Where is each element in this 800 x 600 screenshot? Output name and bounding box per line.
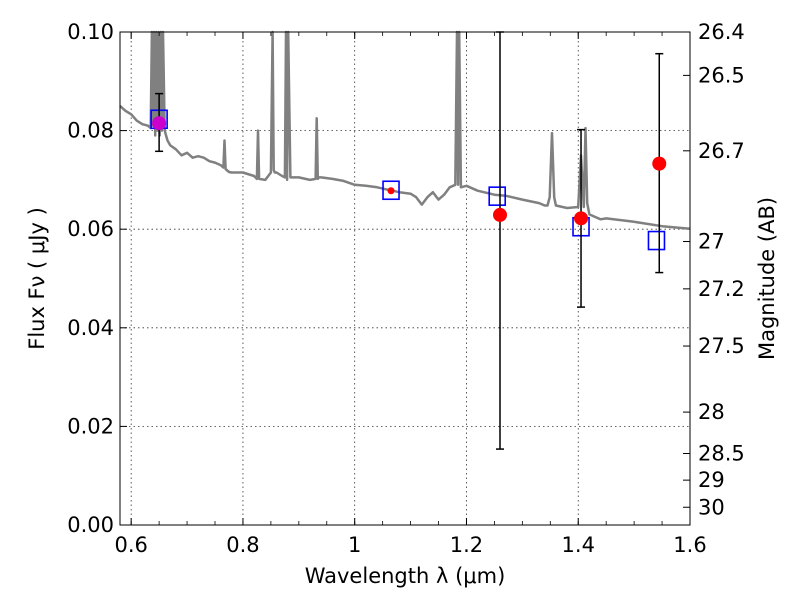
model-spectrum-path — [119, 30, 691, 230]
error-bars — [155, 31, 664, 450]
y-tick-label: 0.08 — [67, 119, 114, 143]
mag-tick-label: 28.5 — [698, 442, 745, 466]
x-tick-label: 1.2 — [450, 533, 483, 557]
model-spectrum-line — [119, 30, 691, 230]
y-tick-label: 0.00 — [67, 513, 114, 537]
y-tick-label: 0.06 — [67, 217, 114, 241]
y-tick-label: 0.10 — [67, 20, 114, 44]
magnitude-axis-ticks: 26.4 26.5 26.7 27 27.2 27.5 28 28.529 30 — [683, 20, 745, 519]
mag-tick-label: 29 — [698, 468, 725, 492]
model-square — [647, 230, 666, 251]
magnitude-axis-label: Magnitude (AB) — [755, 197, 779, 360]
model-photometry-squares — [150, 109, 666, 251]
x-tick-label: 0.6 — [114, 533, 147, 557]
observed-point — [493, 207, 507, 222]
grid-lines — [120, 32, 690, 525]
mag-tick-label: 27.5 — [698, 334, 745, 358]
y-axis-ticks: 0.00 0.02 0.04 0.06 0.08 0.10 — [67, 20, 127, 537]
plot-frame — [119, 31, 691, 526]
x-tick-label: 1 — [348, 533, 361, 557]
observed-point — [574, 211, 589, 226]
x-axis-ticks: 0.6 0.8 1 1.2 1.4 1.6 — [114, 32, 707, 557]
mag-tick-label: 26.5 — [698, 63, 745, 87]
model-square — [488, 186, 507, 206]
observed-point — [652, 156, 667, 171]
y-axis-label: Flux Fν ( μJy ) — [25, 207, 49, 350]
mag-tick-label: 27 — [698, 230, 725, 254]
observed-point — [387, 187, 395, 195]
observed-point — [152, 116, 167, 131]
y-tick-label: 0.02 — [67, 414, 114, 438]
mag-tick-label: 26.7 — [698, 139, 745, 163]
x-tick-label: 0.8 — [226, 533, 259, 557]
model-square — [382, 180, 400, 201]
y-tick-label: 0.04 — [67, 316, 114, 340]
x-axis-label: Wavelength λ (μm) — [305, 564, 506, 588]
x-tick-label: 1.4 — [562, 533, 595, 557]
observed-points — [152, 116, 667, 226]
x-tick-label: 1.6 — [673, 533, 706, 557]
mag-tick-label: 27.2 — [698, 277, 745, 301]
mag-tick-label: 30 — [698, 495, 725, 519]
mag-tick-label: 26.4 — [698, 20, 745, 44]
mag-tick-label: 28 — [698, 400, 725, 424]
